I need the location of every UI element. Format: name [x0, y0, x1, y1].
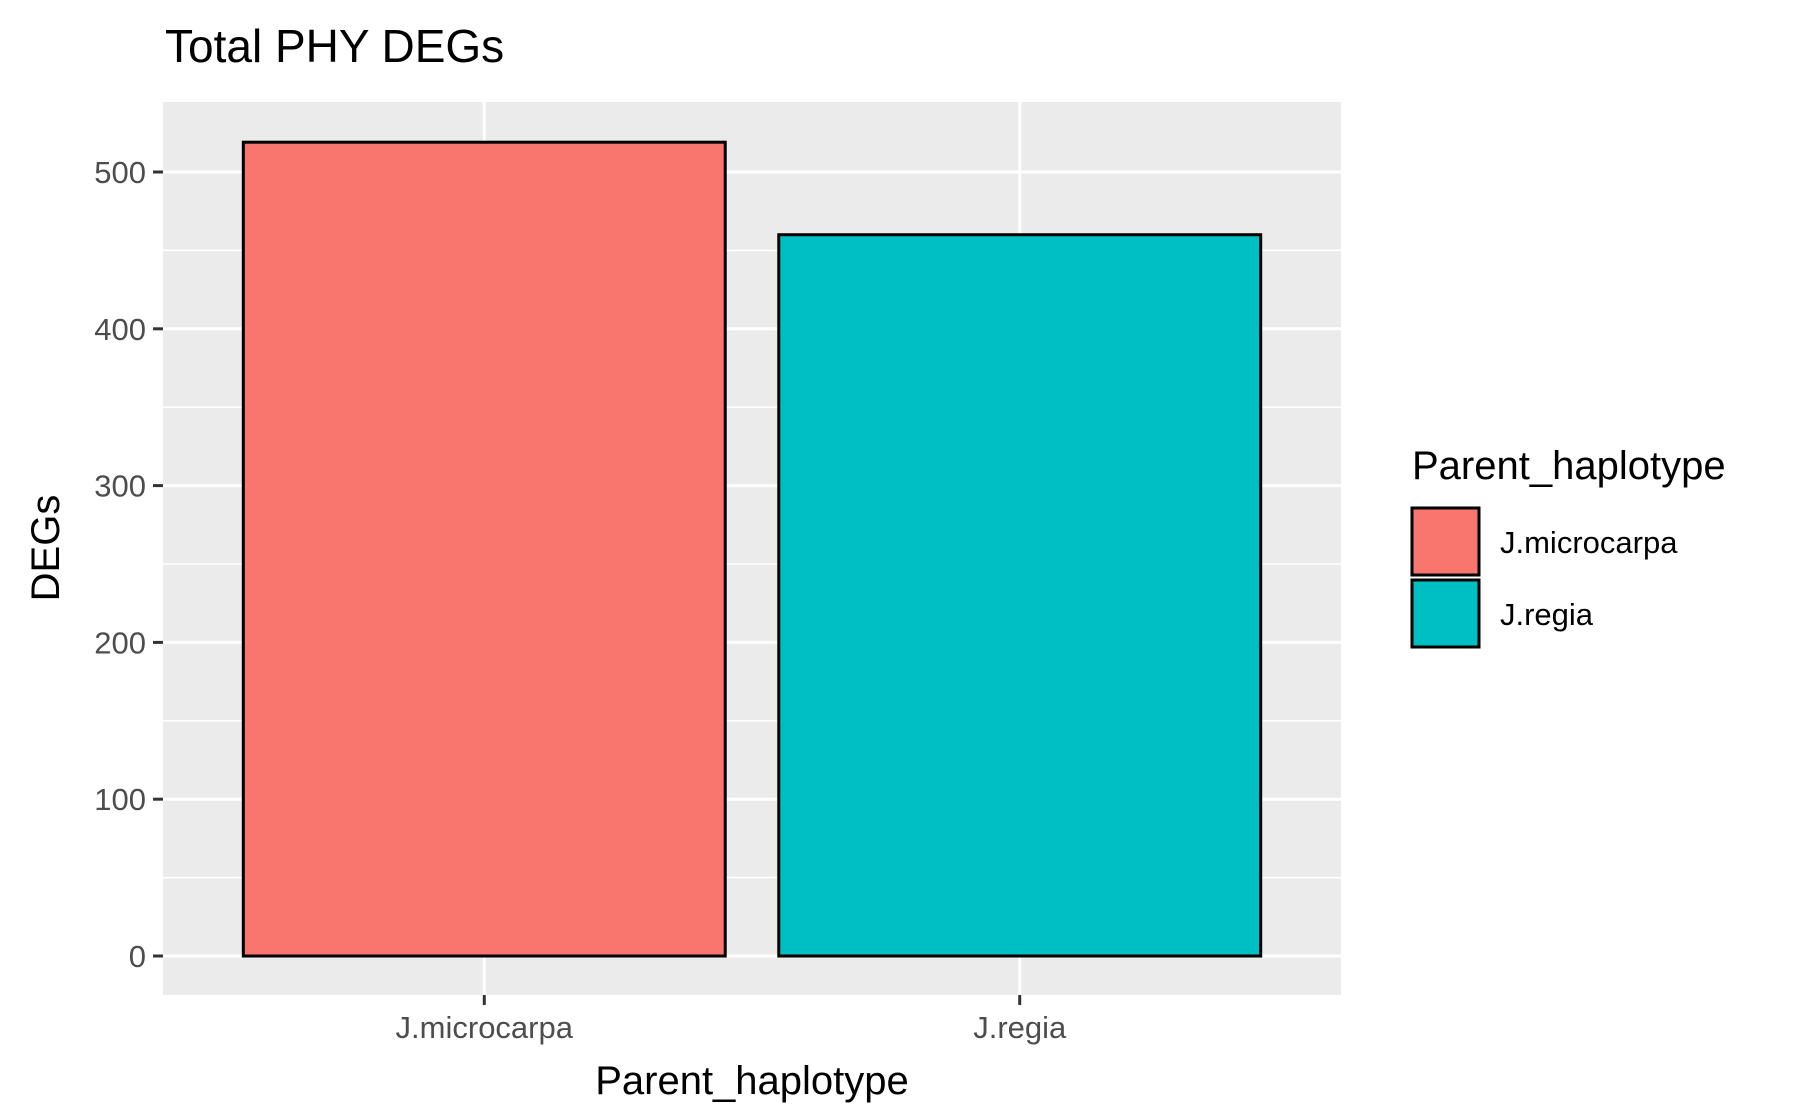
bar-j-regia: [777, 233, 1263, 958]
x-tick-label: J.regia: [973, 1010, 1067, 1045]
legend-label: J.regia: [1500, 597, 1594, 632]
legend-key-j-regia: [1410, 578, 1481, 649]
bar-j-microcarpa: [241, 140, 727, 958]
legend-label: J.microcarpa: [1500, 525, 1678, 560]
y-tick-label: 0: [129, 939, 146, 974]
y-tick-label: 200: [94, 625, 146, 660]
bars: [241, 140, 1263, 958]
y-tick-label: 400: [94, 312, 146, 347]
x-axis: J.microcarpa J.regia: [396, 995, 1067, 1045]
y-tick-label: 300: [94, 469, 146, 504]
legend-key-j-microcarpa: [1410, 506, 1481, 577]
x-axis-title: Parent_haplotype: [595, 1059, 909, 1103]
y-axis: 0 100 200 300 400 500: [94, 155, 163, 974]
x-tick-label: J.microcarpa: [396, 1010, 574, 1045]
y-tick-label: 100: [94, 782, 146, 817]
legend-title: Parent_haplotype: [1412, 444, 1726, 488]
y-tick-label: 500: [94, 155, 146, 190]
legend: Parent_haplotype J.microcarpa J.regia: [1410, 444, 1726, 649]
y-axis-title: DEGs: [24, 495, 68, 602]
legend-items: J.microcarpa J.regia: [1410, 506, 1678, 649]
chart-title: Total PHY DEGs: [165, 20, 504, 72]
